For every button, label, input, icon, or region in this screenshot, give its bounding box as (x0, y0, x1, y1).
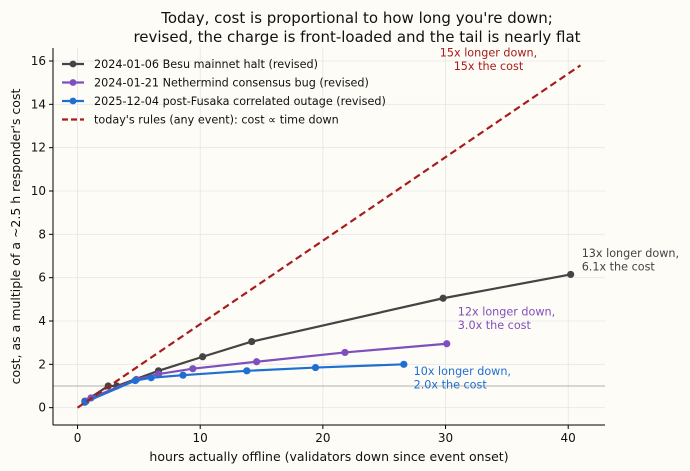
legend-item: 2025-12-04 post-Fusaka correlated outage… (62, 95, 386, 108)
x-tick-label: 30 (438, 431, 453, 445)
x-tick-label: 40 (561, 431, 576, 445)
annotation: 10x longer down,2.0x the cost (414, 365, 511, 392)
y-tick-label: 14 (31, 97, 46, 111)
grid (53, 48, 605, 425)
data-point (131, 376, 139, 385)
legend: 2024-01-06 Besu mainnet halt (revised) 20… (62, 58, 386, 127)
y-tick-label: 10 (31, 184, 46, 198)
data-point (199, 353, 207, 361)
legend-item: 2024-01-06 Besu mainnet halt (revised) (62, 58, 318, 71)
annotation: 15x longer down,15x the cost (440, 47, 537, 73)
legend-label: 2024-01-21 Nethermind consensus bug (rev… (94, 77, 369, 90)
y-axis-label: cost, as a multiple of a ~2.5 h responde… (8, 89, 23, 385)
x-tick-label: 20 (315, 431, 330, 445)
legend-item: today's rules (any event): cost ∝ time d… (62, 114, 339, 127)
y-tick-label: 16 (31, 54, 46, 68)
annotation-line: 13x longer down, (582, 247, 679, 260)
ticks: 0 10 20 30 40 0 2 4 6 8 10 12 14 16 (31, 54, 576, 445)
annotation: 13x longer down,6.1x the cost (582, 247, 679, 274)
data-point (341, 348, 349, 357)
annotation-line: 10x longer down, (414, 365, 511, 378)
annotation-line: 6.1x the cost (582, 261, 656, 274)
legend-item: 2024-01-21 Nethermind consensus bug (rev… (62, 77, 369, 90)
annotations: 15x longer down,15x the cost 13x longer d… (414, 47, 679, 392)
annotation-line: 2.0x the cost (414, 379, 488, 392)
series-3 (76, 64, 582, 409)
data-point (253, 358, 261, 366)
data-point (567, 270, 575, 279)
x-tick-label: 10 (193, 431, 208, 445)
legend-label: 2025-12-04 post-Fusaka correlated outage… (94, 95, 386, 108)
y-tick-label: 2 (38, 357, 46, 371)
annotation: 12x longer down,3.0x the cost (458, 306, 555, 333)
series-line (76, 64, 582, 409)
y-tick-label: 0 (38, 401, 46, 415)
y-tick-label: 8 (38, 227, 46, 241)
legend-marker (69, 97, 77, 105)
data-point (147, 374, 155, 382)
y-tick-label: 6 (38, 271, 46, 285)
series-line (85, 342, 447, 403)
series-1 (82, 340, 451, 405)
x-tick-label: 0 (74, 431, 82, 445)
data-point (189, 365, 197, 373)
legend-label: today's rules (any event): cost ∝ time d… (94, 114, 339, 127)
y-tick-label: 12 (31, 141, 46, 155)
series-layer (76, 64, 582, 409)
data-point (311, 363, 320, 372)
annotation-line: 15x longer down, (440, 47, 537, 60)
data-point (243, 367, 251, 375)
data-point (443, 340, 451, 348)
annotation-line: 15x the cost (454, 60, 524, 73)
chart-title-line-2: revised, the charge is front-loaded and … (133, 28, 580, 46)
chart-title-line-1: Today, cost is proportional to how long … (160, 9, 553, 27)
data-point (400, 360, 408, 368)
x-axis-label: hours actually offline (validators down … (149, 449, 508, 464)
legend-label: 2024-01-06 Besu mainnet halt (revised) (94, 58, 318, 71)
data-point (154, 370, 163, 378)
data-point (248, 337, 256, 346)
legend-marker (69, 60, 77, 68)
annotation-line: 3.0x the cost (458, 319, 532, 332)
annotation-line: 12x longer down, (458, 306, 555, 319)
data-point (439, 294, 447, 302)
chart-title: Today, cost is proportional to how long … (133, 9, 580, 46)
series-0 (81, 270, 575, 405)
series-line (84, 273, 571, 403)
legend-marker (69, 79, 77, 86)
data-point (179, 371, 187, 379)
axes (52, 48, 605, 426)
y-tick-label: 4 (38, 314, 46, 328)
series-2 (81, 360, 408, 406)
